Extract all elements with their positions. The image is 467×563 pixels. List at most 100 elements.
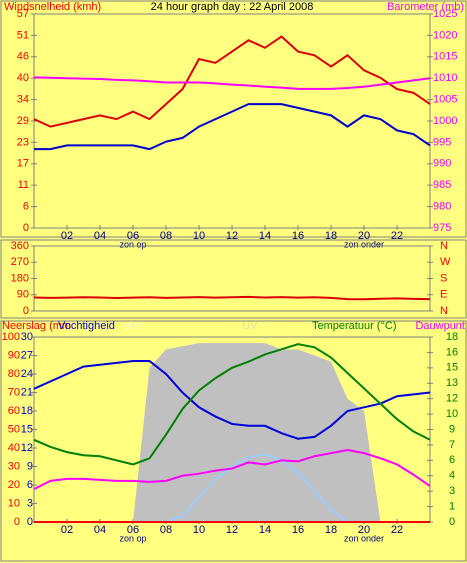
x-tick-label: 08: [160, 230, 172, 242]
line: [33, 360, 431, 440]
x-tick-label: 12: [226, 524, 238, 536]
axis-title: olar: [124, 320, 143, 332]
y-tick-label: 10: [8, 497, 20, 509]
x-tick-label: 04: [94, 230, 106, 242]
x-tick-label: 14: [259, 230, 271, 242]
x-tick-label: 10: [193, 524, 205, 536]
y-tick-label: 6: [23, 201, 29, 213]
y-tick-label: 0: [14, 516, 20, 528]
x-tick-label: 14: [259, 524, 271, 536]
y-tick-label: 13: [446, 377, 458, 389]
y-tick-label: 10: [446, 408, 458, 420]
y-tick-label: 0: [449, 516, 455, 528]
y-tick-label: E: [440, 289, 447, 301]
y-tick-label: 30: [8, 460, 20, 472]
x-tick-label: 02: [61, 230, 73, 242]
axis-title: Neerslag (mm: [2, 320, 71, 332]
y-tick-label: 80: [8, 368, 20, 380]
x-tick-label: 10: [193, 230, 205, 242]
x-tick-label: 12: [226, 230, 238, 242]
y-tick-label: 23: [17, 136, 29, 148]
annotation: zon onder: [344, 533, 384, 543]
y-tick-label: 16: [446, 346, 458, 358]
y-tick-label: 975: [433, 222, 451, 234]
y-tick-label: 180: [11, 272, 29, 284]
line: [34, 103, 431, 151]
x-tick-label: 16: [292, 524, 304, 536]
axis-title: Vochtigheid: [58, 320, 115, 332]
y-tick-label: 12: [21, 442, 33, 454]
y-tick-label: 1025: [433, 8, 457, 20]
axis-title: Windsnelheid (kmh): [4, 1, 101, 13]
y-tick-label: 40: [17, 72, 29, 84]
y-tick-label: 1015: [433, 51, 457, 63]
x-tick-label: 04: [94, 524, 106, 536]
y-tick-label: 50: [8, 423, 20, 435]
y-tick-label: 360: [11, 240, 29, 252]
y-tick-label: 0: [23, 305, 29, 317]
axis-title: 24 hour graph day : 22 April 2008: [151, 1, 314, 13]
y-tick-label: W: [440, 256, 451, 268]
y-tick-label: 6: [27, 479, 33, 491]
x-tick-label: 22: [391, 524, 403, 536]
panel-frame: [0, 239, 467, 319]
line: [33, 343, 431, 466]
x-tick-label: 22: [391, 230, 403, 242]
area: [34, 343, 430, 522]
y-tick-label: 90: [8, 349, 20, 361]
y-tick-label: 995: [433, 136, 451, 148]
y-tick-label: 57: [17, 8, 29, 20]
y-tick-label: 985: [433, 179, 451, 191]
y-tick-label: 1000: [433, 115, 457, 127]
annotation: zon op: [119, 533, 146, 543]
x-tick-label: 06: [127, 230, 139, 242]
y-tick-label: N: [440, 240, 448, 252]
line: [33, 76, 431, 90]
x-tick-label: 20: [358, 524, 370, 536]
axis-title: Barometer (mb): [387, 1, 464, 13]
y-tick-label: 12: [446, 393, 458, 405]
y-tick-label: 18: [446, 331, 458, 343]
y-tick-label: 3: [449, 485, 455, 497]
y-tick-label: 29: [17, 115, 29, 127]
x-tick-label: 18: [325, 230, 337, 242]
y-tick-label: 70: [8, 386, 20, 398]
y-tick-label: 270: [11, 256, 29, 268]
y-tick-label: 11: [18, 179, 29, 191]
y-tick-label: 4: [449, 470, 455, 482]
y-tick-label: 17: [17, 158, 29, 170]
line: [33, 35, 431, 128]
x-tick-label: 02: [61, 524, 73, 536]
y-tick-label: 15: [446, 362, 458, 374]
y-tick-label: 24: [21, 368, 33, 380]
y-tick-label: 990: [433, 158, 451, 170]
y-tick-label: 21: [21, 386, 33, 398]
y-tick-label: 9: [449, 423, 455, 435]
annotation: zon onder: [344, 239, 384, 249]
x-tick-label: 16: [292, 230, 304, 242]
y-tick-label: 100: [2, 331, 20, 343]
axis-title: Temperatuur (°C): [312, 320, 396, 332]
y-tick-label: 40: [8, 442, 20, 454]
axis-title: UV: [242, 320, 258, 332]
y-tick-label: 60: [8, 405, 20, 417]
y-tick-label: S: [440, 272, 447, 284]
x-tick-label: 08: [160, 524, 172, 536]
y-tick-label: 1010: [433, 72, 457, 84]
y-tick-label: 3: [27, 497, 33, 509]
y-tick-label: 0: [27, 516, 33, 528]
panel-frame: [0, 0, 467, 238]
y-tick-label: 18: [21, 405, 33, 417]
line: [33, 295, 431, 301]
y-tick-label: 7: [449, 439, 455, 451]
y-tick-label: 15: [21, 423, 33, 435]
y-tick-label: 980: [433, 201, 451, 213]
y-tick-label: 90: [17, 289, 29, 301]
y-tick-label: 9: [27, 460, 33, 472]
panel-frame: [0, 320, 467, 562]
x-tick-label: 18: [325, 524, 337, 536]
line: [33, 449, 431, 491]
y-tick-label: 1: [449, 500, 455, 512]
x-tick-label: 06: [127, 524, 139, 536]
